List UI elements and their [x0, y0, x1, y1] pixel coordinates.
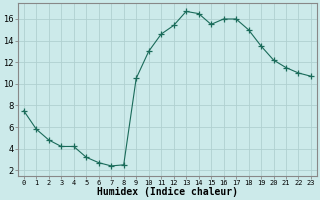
X-axis label: Humidex (Indice chaleur): Humidex (Indice chaleur) — [97, 187, 238, 197]
